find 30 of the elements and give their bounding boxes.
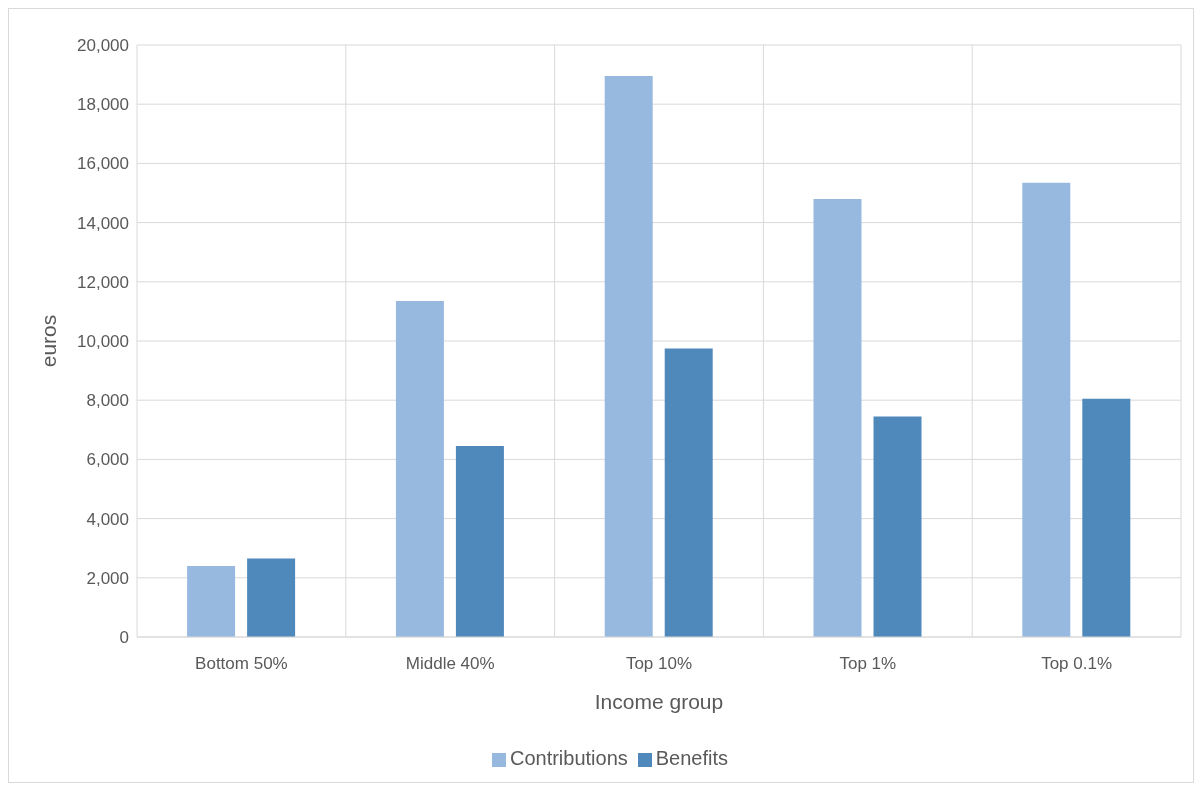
bar [813, 198, 862, 637]
legend-label: Benefits [655, 747, 729, 769]
x-tick-label: Bottom 50% [195, 654, 288, 674]
y-tick-label: 10,000 [77, 332, 129, 352]
x-tick-label: Top 1% [839, 654, 897, 674]
x-axis-title: Income group [594, 690, 724, 713]
legend-label: Contributions [509, 747, 628, 769]
y-axis-title: euros [37, 314, 61, 368]
y-tick-label: 8,000 [86, 391, 129, 411]
x-tick-label: Top 0.1% [1041, 654, 1113, 674]
bar [395, 301, 444, 637]
bar [664, 348, 713, 637]
bar [604, 76, 653, 637]
y-tick-label: 14,000 [77, 213, 129, 233]
x-tick-label: Top 10% [625, 654, 693, 674]
y-tick-label: 6,000 [86, 450, 129, 470]
bar [1082, 398, 1131, 637]
bar [873, 416, 922, 637]
bar [187, 565, 236, 637]
bar [1022, 182, 1071, 637]
y-tick-label: 0 [119, 628, 129, 648]
y-tick-label: 20,000 [77, 36, 129, 56]
y-tick-label: 18,000 [77, 95, 129, 115]
x-tick-label: Middle 40% [405, 654, 495, 674]
y-tick-label: 2,000 [86, 568, 129, 588]
bar [247, 558, 296, 637]
y-tick-label: 4,000 [86, 509, 129, 529]
y-tick-label: 12,000 [77, 272, 129, 292]
y-tick-label: 16,000 [77, 154, 129, 174]
bar [455, 446, 504, 637]
